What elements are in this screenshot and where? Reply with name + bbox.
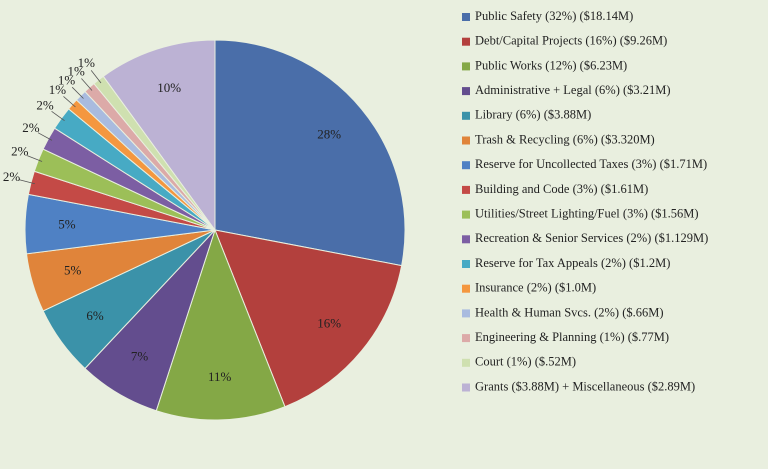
legend-swatch	[462, 161, 470, 170]
legend-swatch	[462, 358, 470, 367]
pie-slice	[214, 229, 403, 408]
data-label: 2%	[36, 98, 54, 113]
leader-line	[90, 70, 102, 84]
legend-swatch	[462, 235, 470, 244]
legend-swatch	[462, 185, 470, 194]
legend-label: Insurance (2%) ($1.0M)	[475, 281, 596, 295]
legend-label: Utilities/Street Lighting/Fuel (3%) ($1.…	[475, 206, 699, 220]
legend-label: Health & Human Svcs. (2%) ($.66M)	[475, 305, 664, 319]
legend-swatch	[462, 284, 470, 293]
data-label: 16%	[317, 315, 341, 330]
legend-label: Building and Code (3%) ($1.61M)	[475, 182, 648, 196]
legend-swatch	[462, 260, 470, 268]
data-label: 2%	[3, 169, 21, 184]
data-label: 10%	[157, 80, 181, 95]
legend-swatch	[462, 334, 470, 343]
legend-label: Library (6%) ($3.88M)	[475, 108, 591, 122]
data-label: 11%	[208, 369, 232, 384]
legend-swatch	[462, 309, 470, 318]
leader-line	[27, 155, 43, 162]
pie-slice	[214, 39, 406, 267]
legend-label: Grants ($3.88M) + Miscellaneous ($2.89M)	[475, 379, 695, 393]
legend-label: Public Safety (32%) ($18.14M)	[475, 9, 633, 23]
data-label: 5%	[58, 216, 76, 231]
legend-label: Public Works (12%) ($6.23M)	[475, 58, 627, 72]
legend-label: Reserve for Tax Appeals (2%) ($1.2M)	[475, 256, 670, 270]
legend-label: Engineering & Planning (1%) ($.77M)	[475, 330, 669, 344]
leader-line	[37, 132, 53, 141]
pie-slice	[155, 228, 286, 421]
leader-line	[81, 78, 93, 91]
legend-swatch	[462, 210, 470, 219]
legend-swatch	[462, 37, 470, 46]
leader-line	[19, 179, 35, 185]
data-label: 2%	[11, 144, 29, 159]
legend-swatch	[462, 13, 470, 21]
legend-swatch	[462, 87, 470, 96]
data-label: 5%	[64, 262, 82, 277]
legend-swatch	[462, 383, 470, 392]
data-label: 7%	[131, 349, 149, 364]
data-label: 6%	[86, 308, 104, 323]
pie-slice	[102, 39, 216, 232]
data-label: 1%	[49, 82, 67, 97]
legend-label: Court (1%) ($.52M)	[475, 355, 576, 369]
data-label: 28%	[317, 127, 341, 142]
pie: 28%16%11%7%6%5%5%2%2%2%2%1%1%1%1%10%	[3, 39, 406, 421]
legend-swatch	[462, 62, 470, 71]
leader-line	[63, 96, 76, 108]
legend: Public Safety (32%) ($18.14M) Debt/Capita…	[462, 9, 708, 393]
legend-label: Debt/Capital Projects (16%) ($9.26M)	[475, 34, 667, 48]
legend-label: Administrative + Legal (6%) ($3.21M)	[475, 83, 671, 97]
data-label: 1%	[78, 55, 96, 70]
legend-swatch	[462, 111, 470, 120]
data-label: 2%	[22, 120, 40, 135]
legend-label: Trash & Recycling (6%) ($3.320M)	[475, 132, 655, 146]
data-label: 1%	[67, 63, 85, 78]
legend-label: Recreation & Senior Services (2%) ($1.12…	[475, 231, 708, 245]
leader-line	[51, 110, 65, 121]
data-label: 1%	[58, 72, 76, 87]
legend-swatch	[462, 136, 470, 145]
legend-label: Reserve for Uncollected Taxes (3%) ($1.7…	[475, 157, 707, 171]
leader-line	[71, 86, 84, 99]
